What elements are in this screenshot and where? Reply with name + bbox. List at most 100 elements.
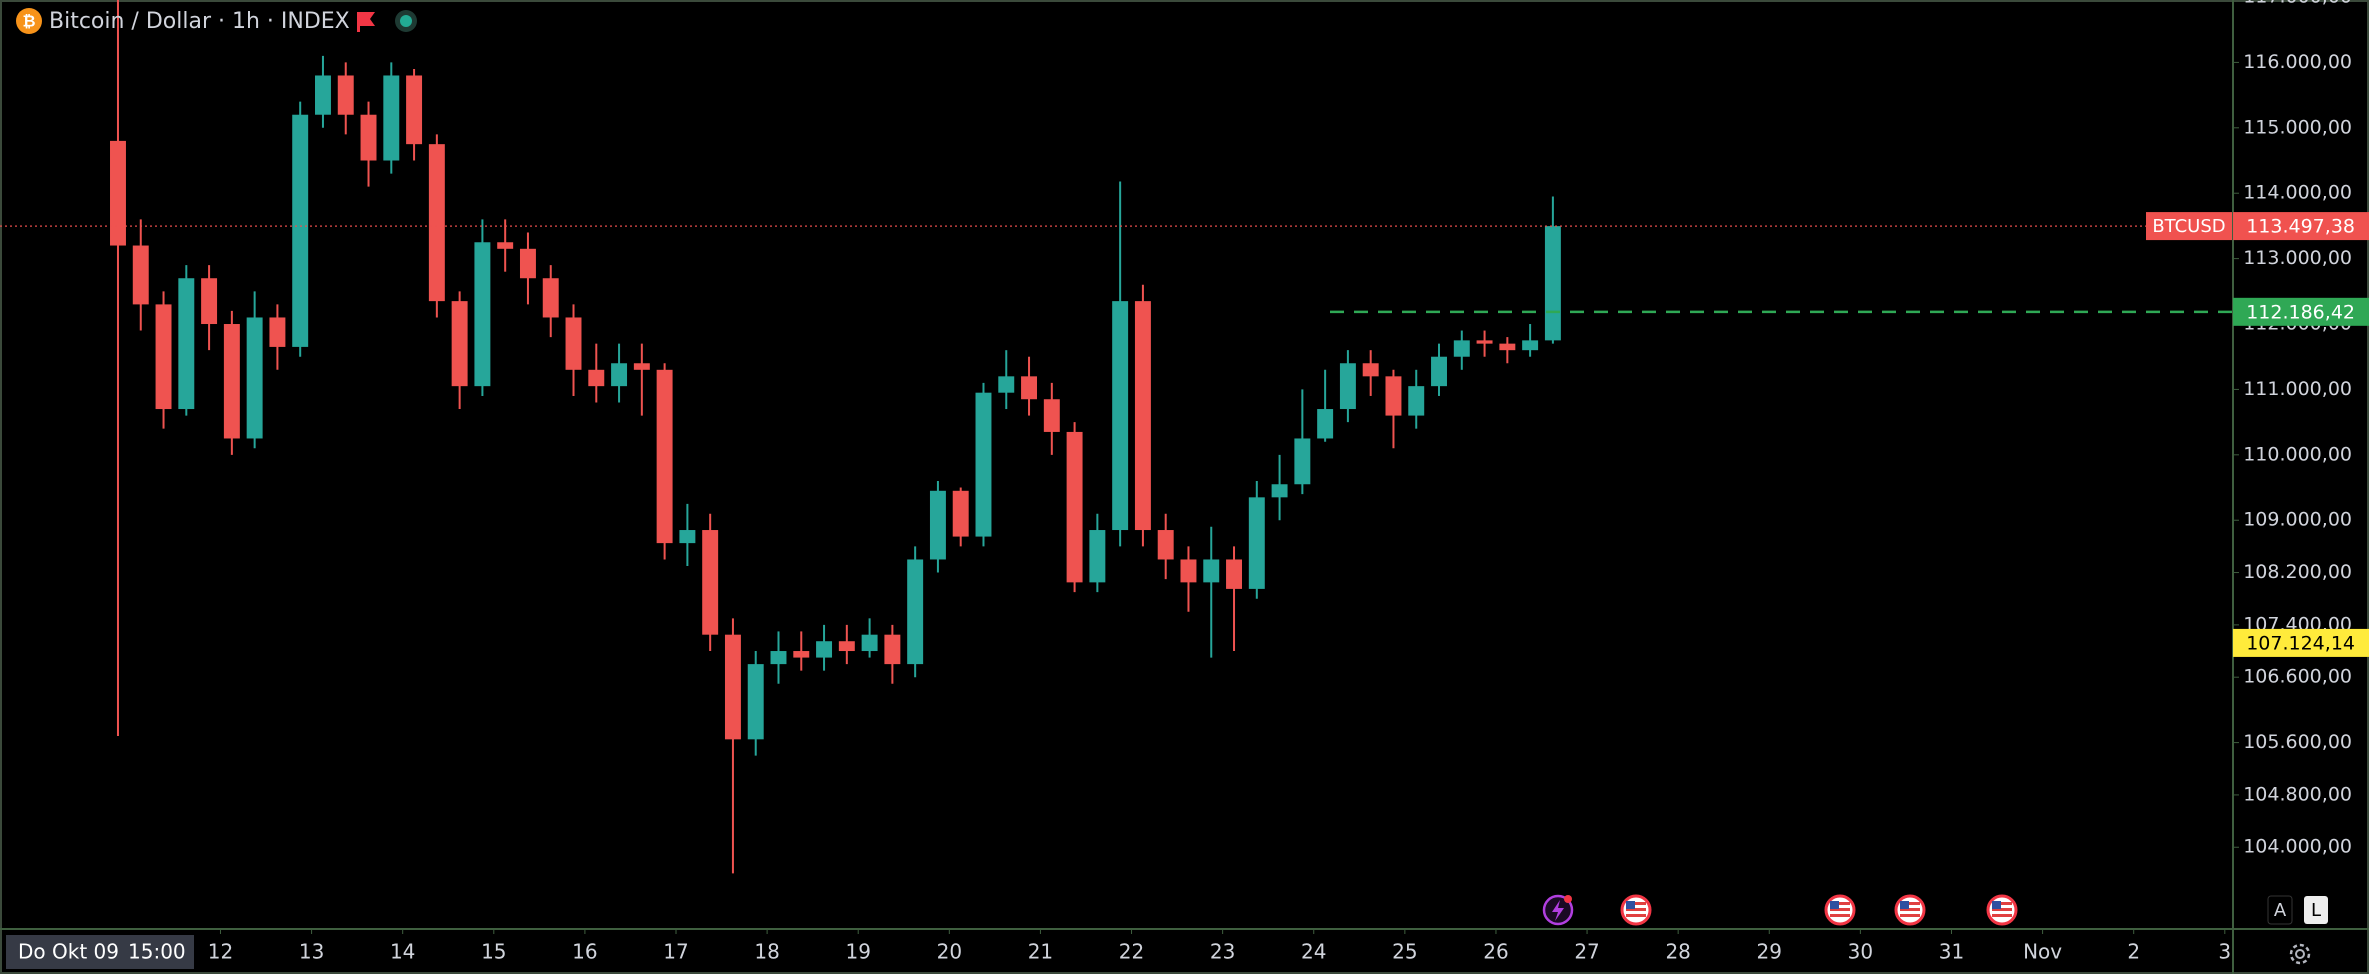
price-label: 113.497,38 <box>2246 216 2355 238</box>
candle-body <box>1112 301 1129 531</box>
event-flag[interactable] <box>1894 894 1926 926</box>
candle-body <box>633 363 650 370</box>
candle-body <box>656 369 673 544</box>
x-tick-label: 27 <box>1574 940 1599 964</box>
candle-body <box>793 651 810 658</box>
candle-body <box>519 248 536 279</box>
candle-body <box>861 634 878 652</box>
y-tick-label: 108.200,00 <box>2243 561 2352 583</box>
candle-body <box>907 559 924 665</box>
candle-body <box>337 75 354 115</box>
candle-body <box>565 317 582 370</box>
y-tick-label: 105.600,00 <box>2243 731 2352 753</box>
candle-body <box>1294 438 1311 485</box>
candle-body <box>1385 376 1402 416</box>
candle-body <box>178 278 195 410</box>
candle-body <box>201 278 218 325</box>
event-flag[interactable] <box>1824 894 1856 926</box>
event-icons <box>1542 894 2018 926</box>
candle-body <box>1226 559 1242 589</box>
candle-body <box>1271 484 1288 498</box>
candle-body <box>747 664 764 740</box>
candle-body <box>838 641 855 652</box>
event-flag[interactable] <box>1620 894 1652 926</box>
candle-body <box>406 75 423 145</box>
candle-body <box>246 317 263 439</box>
candle-body <box>269 317 286 347</box>
x-tick-label: 17 <box>663 940 688 964</box>
settings-icon[interactable] <box>2289 943 2311 965</box>
candle-body <box>292 114 309 347</box>
flag-icon[interactable] <box>357 12 375 32</box>
symbol-label: BTCUSD <box>2152 216 2225 237</box>
candle-body <box>952 490 969 537</box>
candle-body <box>1408 386 1425 416</box>
price-label-box <box>2233 297 2369 326</box>
y-tick-label: 114.000,00 <box>2243 182 2352 204</box>
y-tick-label: 116.000,00 <box>2243 51 2352 73</box>
candle-body <box>1134 301 1151 531</box>
price-label: 107.124,14 <box>2246 632 2355 654</box>
x-tick-label: Nov <box>2023 940 2062 964</box>
bitcoin-icon <box>16 8 42 34</box>
bitcoin-glyph: ₿ <box>22 12 35 31</box>
x-tick-label: 20 <box>937 940 962 964</box>
candle-body <box>1499 343 1516 351</box>
x-tick-label: 29 <box>1757 940 1782 964</box>
candle-body <box>1317 409 1334 439</box>
x-tick-label: 2 <box>2127 940 2140 964</box>
candle-body <box>428 144 445 302</box>
lightning-glyph <box>1552 900 1564 921</box>
event-dot <box>1564 895 1572 903</box>
cursor-date: Do Okt 09 <box>18 940 119 964</box>
candle-body <box>1248 497 1265 589</box>
candle-body <box>383 75 400 161</box>
y-tick-label: 104.000,00 <box>2243 836 2352 858</box>
x-tick-label: 16 <box>572 940 597 964</box>
x-tick-label: 26 <box>1483 940 1508 964</box>
candle-body <box>724 634 741 740</box>
candle-body <box>155 304 172 410</box>
log-button-label[interactable]: L <box>2311 900 2321 921</box>
candle-body <box>223 324 240 439</box>
log-button[interactable] <box>2304 896 2328 924</box>
candle-body <box>1544 226 1561 341</box>
x-tick-label: 15 <box>481 940 506 964</box>
candle-body <box>110 140 126 246</box>
candle-body <box>998 376 1015 393</box>
y-tick-label: 109.000,00 <box>2243 509 2352 531</box>
candle-body <box>588 369 605 387</box>
candle-body <box>1089 530 1106 583</box>
x-tick-label: 21 <box>1028 940 1053 964</box>
y-tick-label: 111.000,00 <box>2243 378 2352 400</box>
x-tick-label: 31 <box>1939 940 1964 964</box>
x-tick-label: 28 <box>1665 940 1690 964</box>
status-dot <box>400 15 412 27</box>
event-flag[interactable] <box>1986 894 2018 926</box>
x-tick-label: 22 <box>1119 940 1144 964</box>
candle-body <box>1021 376 1038 400</box>
plot-area <box>0 0 2233 874</box>
auto-button[interactable] <box>2267 895 2293 925</box>
y-tick-label: 113.000,00 <box>2243 247 2352 269</box>
price-label: 112.186,42 <box>2246 301 2355 323</box>
candle-body <box>702 530 719 635</box>
x-tick-label: 12 <box>208 940 233 964</box>
auto-button-label[interactable]: A <box>2274 900 2287 921</box>
candle-body <box>314 75 331 115</box>
candle-body <box>451 301 468 387</box>
x-tick-label: 14 <box>390 940 415 964</box>
candle-body <box>1203 559 1220 583</box>
y-tick-label: 104.800,00 <box>2243 783 2352 805</box>
y-tick-label: 117.000,00 <box>2243 0 2352 8</box>
candle-body <box>884 634 901 665</box>
candle-body <box>474 242 491 387</box>
x-tick-label: 25 <box>1392 940 1417 964</box>
candle-body <box>1180 559 1197 583</box>
candle-body <box>1362 363 1379 377</box>
x-tick-label: 30 <box>1848 940 1873 964</box>
